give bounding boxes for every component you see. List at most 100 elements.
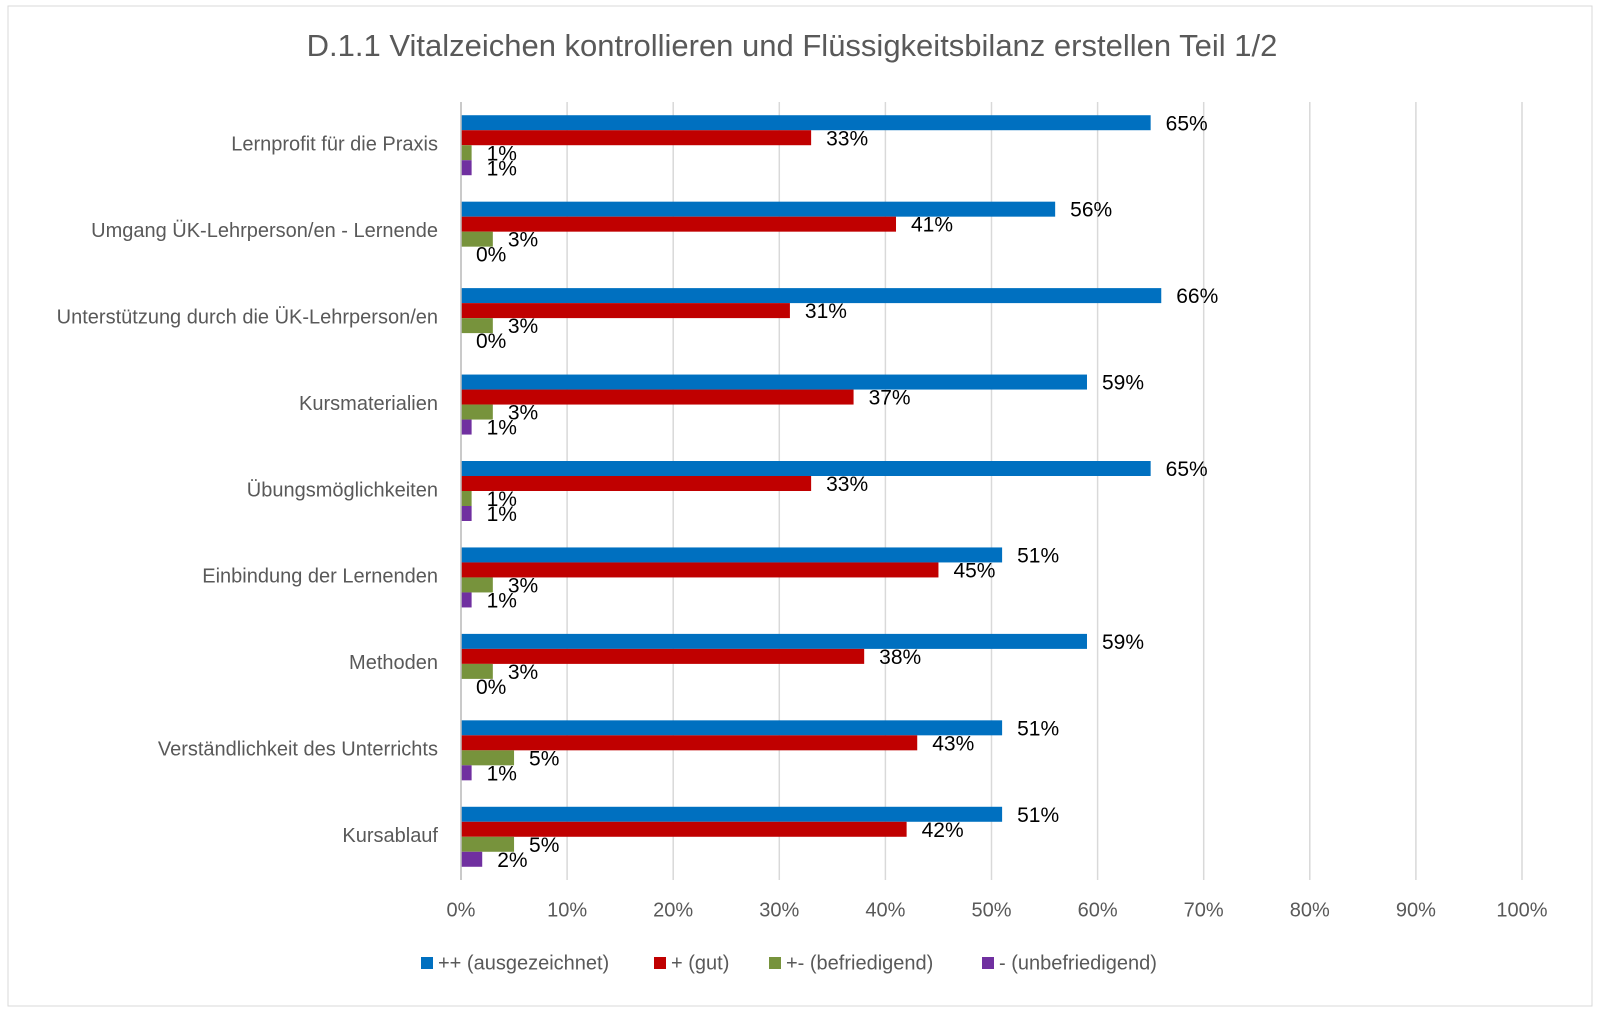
bar (461, 577, 493, 593)
bar (461, 231, 493, 247)
y-tick-label: Unterstützung durch die ÜK-Lehrperson/en (57, 306, 438, 328)
chart-border (7, 5, 1593, 1007)
x-tick-label: 100% (1496, 899, 1547, 921)
bar (461, 145, 472, 161)
bar (461, 201, 1056, 217)
data-label: 51% (1017, 717, 1059, 740)
y-tick-label: Verständlichkeit des Unterrichts (158, 739, 438, 761)
data-label: 33% (826, 127, 868, 150)
data-label: 3% (508, 574, 538, 597)
bar (461, 633, 1087, 649)
legend-label: - (unbefriedigend) (999, 952, 1157, 974)
data-label: 59% (1102, 372, 1144, 395)
data-label: 2% (497, 849, 527, 872)
data-label: 3% (508, 661, 538, 684)
legend-label: +- (befriedigend) (786, 952, 933, 974)
bar (461, 506, 472, 521)
bar (461, 303, 790, 319)
x-tick-label: 80% (1290, 899, 1330, 921)
data-label: 1% (487, 417, 517, 440)
x-tick-label: 60% (1078, 899, 1118, 921)
bar (461, 851, 483, 867)
bar (461, 419, 472, 435)
y-tick-label: Methoden (349, 652, 438, 674)
data-label: 43% (932, 732, 974, 755)
y-tick-label: Übungsmöglichkeiten (247, 479, 438, 501)
chart-title: D.1.1 Vitalzeichen kontrollieren und Flü… (307, 28, 1278, 63)
data-label: 0% (476, 676, 506, 699)
bar (461, 750, 515, 766)
bar (461, 115, 1151, 131)
legend-swatch (982, 957, 994, 969)
bar (461, 461, 1151, 476)
x-tick-label: 30% (759, 899, 799, 921)
data-label: 33% (826, 473, 868, 496)
legend-swatch (654, 957, 666, 969)
legend-label: ++ (ausgezeichnet) (438, 952, 609, 974)
data-label: 1% (487, 488, 517, 511)
bar (461, 374, 1087, 390)
bar (461, 648, 865, 664)
data-label: 51% (1017, 544, 1059, 567)
bar (461, 288, 1162, 304)
data-label: 51% (1017, 804, 1059, 827)
bar (461, 404, 493, 420)
data-label: 45% (953, 559, 995, 582)
legend-label: + (gut) (671, 952, 729, 974)
data-label: 38% (879, 646, 921, 669)
x-tick-label: 20% (653, 899, 693, 921)
data-label: 56% (1070, 199, 1112, 222)
data-label: 5% (529, 747, 559, 770)
bar (461, 318, 493, 334)
bar (461, 562, 939, 578)
data-label: 3% (508, 402, 538, 425)
y-tick-label: Umgang ÜK-Lehrperson/en - Lernende (91, 220, 438, 242)
x-tick-label: 10% (547, 899, 587, 921)
y-tick-label: Lernprofit für die Praxis (231, 134, 438, 156)
data-label: 37% (869, 387, 911, 410)
y-tick-label: Kursablauf (342, 825, 438, 847)
bar (461, 663, 493, 679)
y-tick-label: Einbindung der Lernenden (202, 566, 438, 588)
x-tick-label: 90% (1396, 899, 1436, 921)
bar (461, 216, 897, 232)
data-label: 1% (487, 157, 517, 180)
data-label: 66% (1176, 285, 1218, 308)
bar (461, 476, 812, 491)
data-label: 3% (508, 315, 538, 338)
data-label: 1% (487, 142, 517, 165)
x-tick-label: 0% (447, 899, 476, 921)
y-tick-label: Kursmaterialien (299, 393, 438, 415)
data-label: 0% (476, 244, 506, 267)
data-label: 1% (487, 589, 517, 612)
bar (461, 389, 854, 405)
bar (461, 491, 472, 506)
bar (461, 547, 1003, 563)
data-label: 0% (476, 330, 506, 353)
bar (461, 160, 472, 176)
bar (461, 836, 515, 852)
x-tick-label: 50% (971, 899, 1011, 921)
data-label: 41% (911, 214, 953, 237)
data-label: 5% (529, 834, 559, 857)
data-label: 31% (805, 300, 847, 323)
x-tick-label: 40% (865, 899, 905, 921)
legend-swatch (769, 957, 781, 969)
bar (461, 806, 1003, 822)
data-label: 1% (487, 503, 517, 526)
data-label: 3% (508, 229, 538, 252)
bar (461, 821, 907, 837)
bar (461, 130, 812, 146)
x-tick-label: 70% (1184, 899, 1224, 921)
data-label: 1% (487, 762, 517, 785)
data-label: 59% (1102, 631, 1144, 654)
data-label: 42% (922, 819, 964, 842)
data-label: 65% (1166, 458, 1208, 481)
bar (461, 765, 472, 781)
bar (461, 720, 1003, 736)
data-label: 65% (1166, 112, 1208, 135)
bar (461, 735, 918, 751)
bar (461, 592, 472, 608)
